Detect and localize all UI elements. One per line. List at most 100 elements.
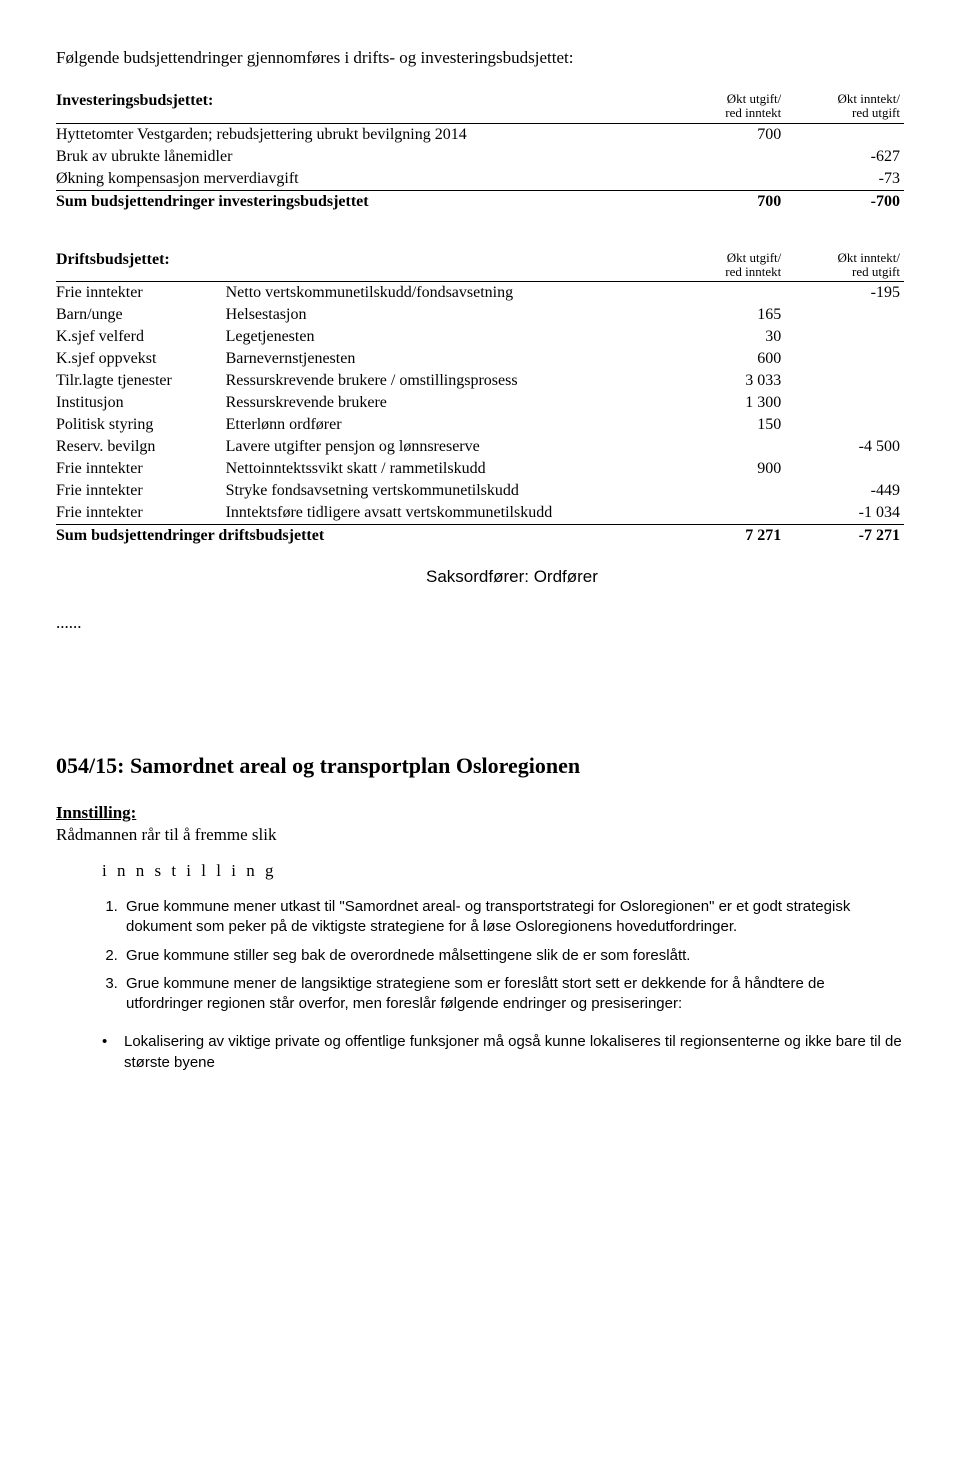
cell [785, 414, 904, 436]
cell [667, 436, 786, 458]
table-row: Politisk styringEtterlønn ordfører150 [56, 414, 904, 436]
table-row: Reserv. bevilgnLavere utgifter pensjon o… [56, 436, 904, 458]
cell: Tilr.lagte tjenester [56, 370, 226, 392]
cell: 900 [667, 458, 786, 480]
cell: Økning kompensasjon merverdiavgift [56, 168, 667, 191]
cell [785, 123, 904, 146]
table-row: Frie inntekterInntektsføre tidligere avs… [56, 502, 904, 525]
cell: -1 034 [785, 502, 904, 525]
table-row: K.sjef velferdLegetjenesten30 [56, 326, 904, 348]
cell: 165 [667, 304, 786, 326]
table2-sum-row: Sum budsjettendringer driftsbudsjettet 7… [56, 525, 904, 548]
cell [785, 348, 904, 370]
list-item: Grue kommune mener de langsiktige strate… [122, 974, 904, 1015]
cell [785, 458, 904, 480]
cell: 30 [667, 326, 786, 348]
cell [785, 326, 904, 348]
table2-col1-line2: red inntekt [667, 265, 782, 279]
table1-col2-line2: red utgift [785, 106, 900, 120]
table1-col2-header: Økt inntekt/ red utgift [785, 90, 904, 123]
cell: 700 [667, 190, 786, 213]
cell: 700 [667, 123, 786, 146]
table2-col2-line2: red utgift [785, 265, 900, 279]
cell: Sum budsjettendringer investeringsbudsje… [56, 190, 667, 213]
cell: Netto vertskommunetilskudd/fondsavsetnin… [226, 282, 667, 305]
cell: Frie inntekter [56, 502, 226, 525]
cell: Frie inntekter [56, 282, 226, 305]
cell: -7 271 [785, 525, 904, 548]
investment-budget-table: Investeringsbudsjettet: Økt utgift/ red … [56, 90, 904, 213]
cell: -700 [785, 190, 904, 213]
ellipsis-text: ...... [56, 613, 904, 633]
innstilling-text: Rådmannen rår til å fremme slik [56, 825, 904, 845]
table-row: K.sjef oppvekstBarnevernstjenesten600 [56, 348, 904, 370]
table2-col2-header: Økt inntekt/ red utgift [785, 249, 904, 282]
cell: Institusjon [56, 392, 226, 414]
table1-col1-line1: Økt utgift/ [667, 92, 782, 106]
table-row: Frie inntekterNettoinntektssvikt skatt /… [56, 458, 904, 480]
cell: Barn/unge [56, 304, 226, 326]
cell: 3 033 [667, 370, 786, 392]
bullet-text: Lokalisering av viktige private og offen… [124, 1032, 904, 1073]
saksordforer-text: Saksordfører: Ordfører [56, 567, 904, 587]
cell: -627 [785, 146, 904, 168]
cell [667, 168, 786, 191]
cell: K.sjef oppvekst [56, 348, 226, 370]
table2-header-label: Driftsbudsjettet: [56, 249, 226, 282]
cell: K.sjef velferd [56, 326, 226, 348]
cell [667, 480, 786, 502]
table-row: Hyttetomter Vestgarden; rebudsjettering … [56, 123, 904, 146]
table-row: Bruk av ubrukte lånemidler -627 [56, 146, 904, 168]
cell: Ressurskrevende brukere / omstillingspro… [226, 370, 667, 392]
list-item: Grue kommune stiller seg bak de overordn… [122, 946, 904, 966]
table-row: Tilr.lagte tjenesterRessurskrevende bruk… [56, 370, 904, 392]
cell: Helsestasjon [226, 304, 667, 326]
table-row: Frie inntekterStryke fondsavsetning vert… [56, 480, 904, 502]
table2-col2-line1: Økt inntekt/ [785, 251, 900, 265]
intro-text: Følgende budsjettendringer gjennomføres … [56, 48, 904, 68]
table1-sum-row: Sum budsjettendringer investeringsbudsje… [56, 190, 904, 213]
cell [667, 282, 786, 305]
table2-col1-header: Økt utgift/ red inntekt [667, 249, 786, 282]
cell [785, 392, 904, 414]
cell [785, 304, 904, 326]
table-row: Barn/ungeHelsestasjon165 [56, 304, 904, 326]
cell: -4 500 [785, 436, 904, 458]
cell: 600 [667, 348, 786, 370]
cell: Sum budsjettendringer driftsbudsjettet [56, 525, 667, 548]
cell: Frie inntekter [56, 458, 226, 480]
cell: Etterlønn ordfører [226, 414, 667, 436]
cell: -449 [785, 480, 904, 502]
cell: Bruk av ubrukte lånemidler [56, 146, 667, 168]
cell [667, 502, 786, 525]
bullet-icon: • [102, 1032, 124, 1073]
cell: 7 271 [667, 525, 786, 548]
operations-budget-table: Driftsbudsjettet: Økt utgift/ red inntek… [56, 249, 904, 548]
cell: Legetjenesten [226, 326, 667, 348]
cell: Hyttetomter Vestgarden; rebudsjettering … [56, 123, 667, 146]
cell: Inntektsføre tidligere avsatt vertskommu… [226, 502, 667, 525]
cell: 150 [667, 414, 786, 436]
cell [785, 370, 904, 392]
cell: Lavere utgifter pensjon og lønnsreserve [226, 436, 667, 458]
cell: Ressurskrevende brukere [226, 392, 667, 414]
cell: -195 [785, 282, 904, 305]
bullet-item: • Lokalisering av viktige private og off… [56, 1032, 904, 1073]
table-row: Økning kompensasjon merverdiavgift -73 [56, 168, 904, 191]
section-title: 054/15: Samordnet areal og transportplan… [56, 753, 904, 779]
table1-col1-line2: red inntekt [667, 106, 782, 120]
table1-col2-line1: Økt inntekt/ [785, 92, 900, 106]
cell: Nettoinntektssvikt skatt / rammetilskudd [226, 458, 667, 480]
cell: Reserv. bevilgn [56, 436, 226, 458]
list-item: Grue kommune mener utkast til "Samordnet… [122, 897, 904, 938]
numbered-list: Grue kommune mener utkast til "Samordnet… [56, 897, 904, 1014]
cell: 1 300 [667, 392, 786, 414]
cell: Frie inntekter [56, 480, 226, 502]
cell [667, 146, 786, 168]
blank-header [226, 249, 667, 282]
table2-col1-line1: Økt utgift/ [667, 251, 782, 265]
cell: Politisk styring [56, 414, 226, 436]
innstilling-label: Innstilling: [56, 803, 136, 822]
cell: Stryke fondsavsetning vertskommunetilsku… [226, 480, 667, 502]
table1-header-label: Investeringsbudsjettet: [56, 90, 667, 123]
